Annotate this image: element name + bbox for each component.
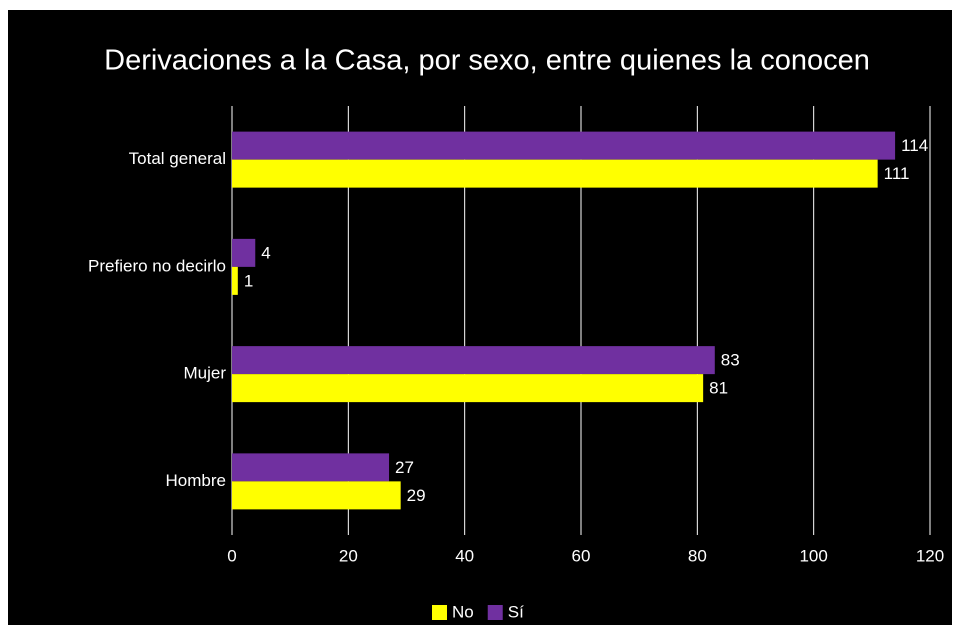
chart-background [8,10,952,625]
legend-label: No [452,602,474,621]
data-label: 111 [884,164,910,183]
x-tick-label: 0 [227,546,236,565]
bar [232,453,390,482]
x-tick-label: 20 [339,546,358,565]
y-tick-label: Mujer [183,364,226,383]
y-tick-label: Prefiero no decirlo [88,256,226,275]
bar [232,131,896,160]
bar [232,374,704,403]
bar [232,481,401,510]
bar [232,346,715,375]
y-tick-label: Total general [129,149,226,168]
x-tick-label: 40 [455,546,474,565]
x-tick-label: 120 [916,546,944,565]
data-label: 4 [261,243,270,262]
data-label: 114 [901,136,928,155]
legend-swatch [432,605,447,620]
legend-swatch [487,605,503,620]
chart-title: Derivaciones a la Casa, por sexo, entre … [104,45,870,77]
bar [232,238,256,267]
bar [232,159,878,188]
legend-label: Sí [508,602,524,621]
data-label: 83 [721,351,740,370]
data-label: 29 [407,486,426,505]
x-tick-label: 100 [799,546,827,565]
x-tick-label: 60 [572,546,591,565]
data-label: 27 [395,458,414,477]
y-tick-label: Hombre [166,471,226,490]
data-label: 81 [709,379,728,398]
x-tick-label: 80 [688,546,707,565]
bar [232,266,238,295]
data-label: 1 [244,271,253,290]
